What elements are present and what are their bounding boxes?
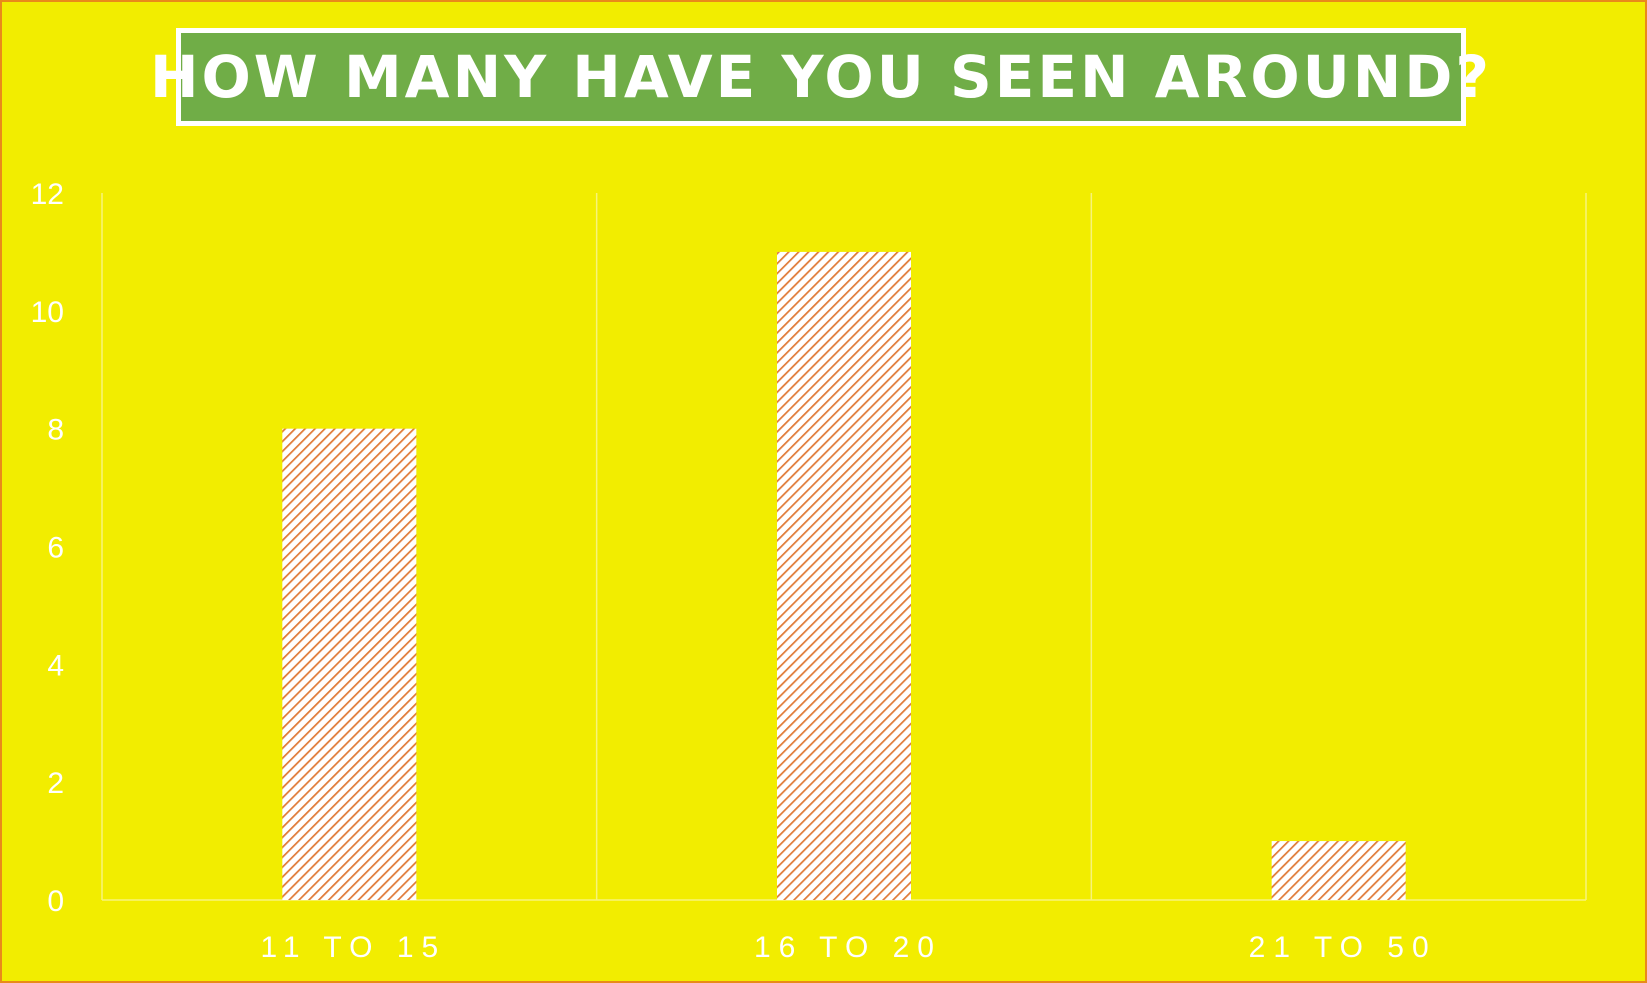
y-tick-label: 0 <box>47 885 64 918</box>
bar-16-to-20 <box>777 251 911 900</box>
chart-title-box: HOW MANY HAVE YOU SEEN AROUND? <box>150 28 1489 126</box>
y-tick-label: 2 <box>47 767 64 800</box>
y-tick-label: 10 <box>31 296 64 329</box>
y-tick-label: 6 <box>47 532 64 565</box>
y-tick-label: 8 <box>47 414 64 447</box>
bars <box>282 251 1406 900</box>
y-axis: 0 2 4 6 8 10 12 <box>31 178 64 918</box>
y-tick-label: 4 <box>47 649 64 682</box>
x-axis: 11 TO 15 16 TO 20 21 TO 50 <box>260 931 1437 964</box>
y-tick-label: 12 <box>31 178 64 211</box>
bar-21-to-50 <box>1271 841 1406 900</box>
chart-title: HOW MANY HAVE YOU SEEN AROUND? <box>149 43 1493 111</box>
x-tick-label: 21 TO 50 <box>1249 931 1437 964</box>
bar-11-to-15 <box>282 428 417 900</box>
x-tick-label: 16 TO 20 <box>754 931 942 964</box>
x-tick-label: 11 TO 15 <box>260 931 446 964</box>
